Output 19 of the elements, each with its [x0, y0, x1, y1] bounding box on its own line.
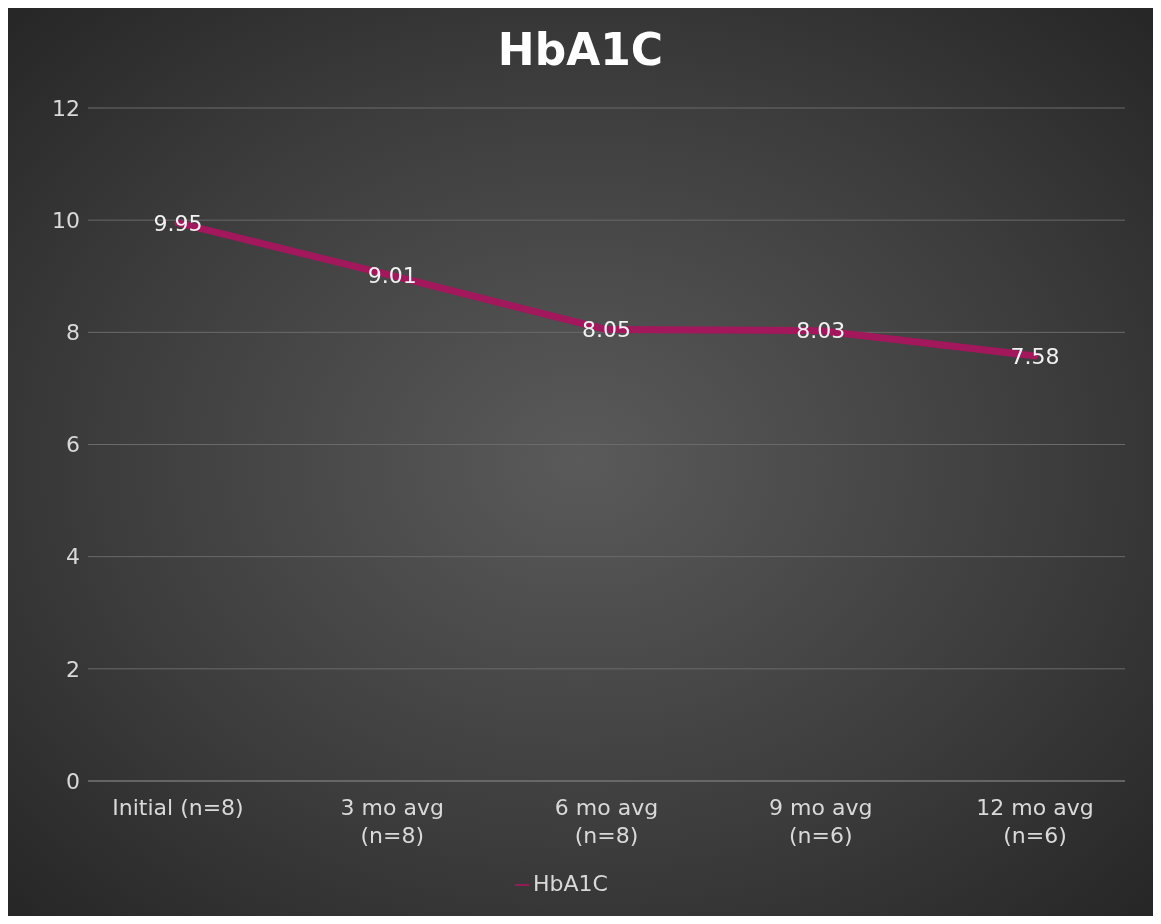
y-tick-label: 12 [52, 95, 80, 121]
y-tick-label: 6 [66, 432, 80, 458]
data-label: 7.58 [1010, 343, 1060, 369]
x-tick-label: 3 mo avg (n=8) [340, 795, 444, 848]
x-tick-label: 9 mo avg (n=6) [769, 795, 873, 848]
y-tick-label: 0 [66, 768, 80, 794]
data-label: 9.95 [153, 210, 203, 236]
y-tick-label: 2 [66, 656, 80, 682]
x-tick-label: 6 mo avg (n=8) [554, 795, 659, 848]
y-tick-label: 4 [66, 544, 80, 570]
x-tick-label: 12 mo avg (n=6) [976, 795, 1094, 848]
y-tick-label: 10 [52, 207, 80, 233]
legend-label: HbA1C [533, 871, 608, 896]
data-label: 9.01 [367, 263, 417, 289]
y-tick-label: 8 [66, 320, 80, 346]
chart-title: HbA1C [496, 24, 665, 75]
x-tick-label: Initial (n=8) [112, 795, 244, 820]
data-label: 8.05 [582, 317, 631, 343]
data-label: 8.03 [796, 318, 846, 344]
